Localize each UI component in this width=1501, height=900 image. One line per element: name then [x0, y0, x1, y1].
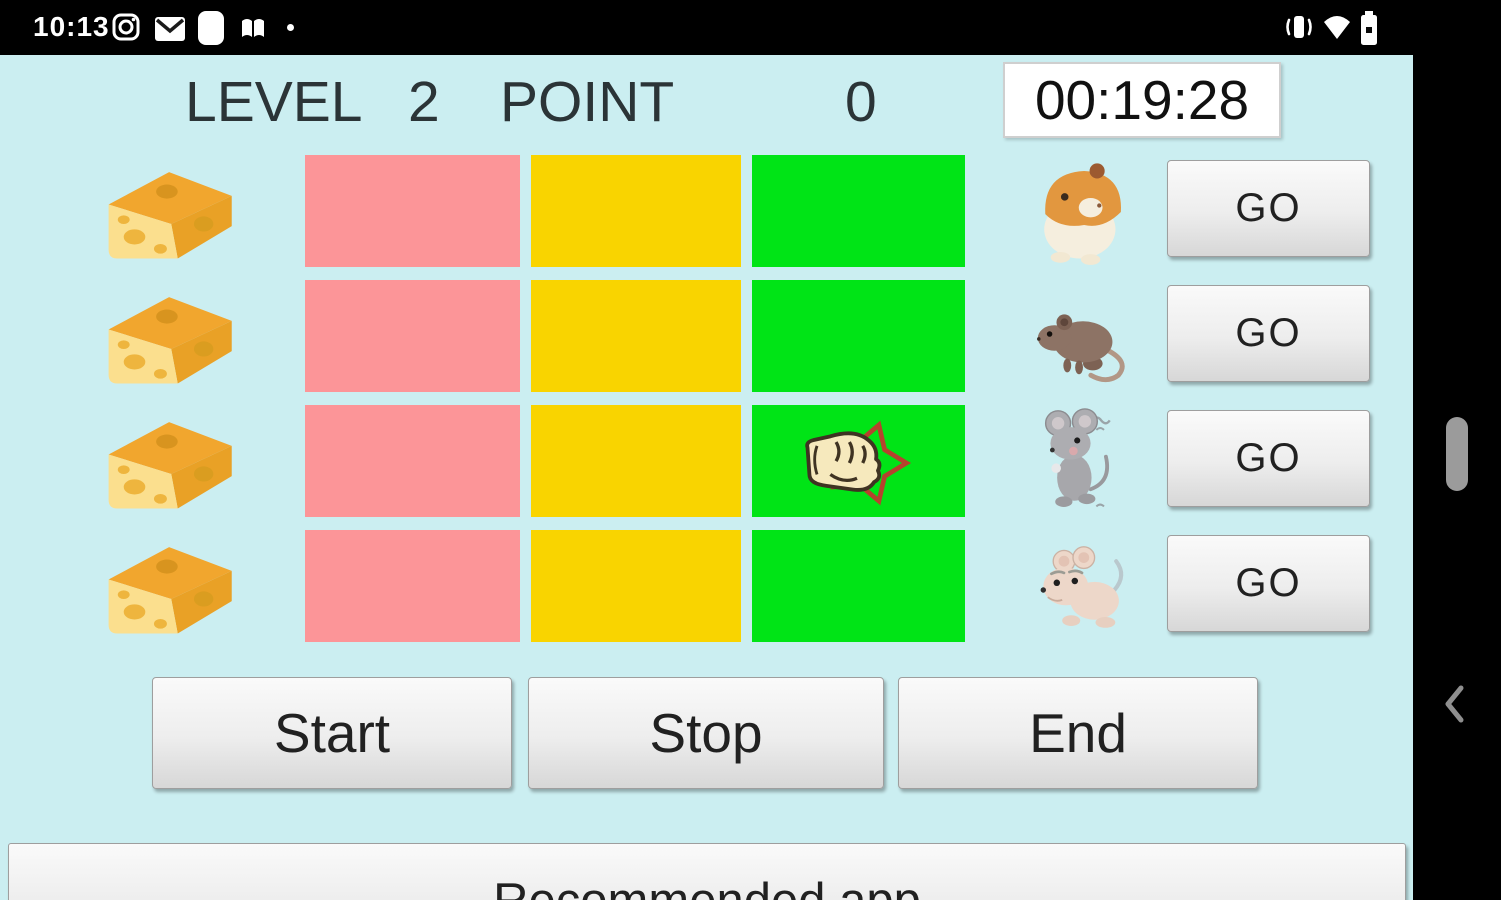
notification-dot [287, 24, 294, 31]
board-row: GO [0, 530, 1413, 642]
level-value: 2 [408, 70, 440, 134]
clock: 10:13 [33, 11, 110, 42]
board-row: GO [0, 155, 1413, 267]
blank-app-icon [198, 11, 224, 45]
cell-pink[interactable] [305, 280, 520, 392]
go-button[interactable]: GO [1167, 160, 1370, 257]
cell-pink[interactable] [305, 155, 520, 267]
recommended-app-button[interactable]: Recommended app [8, 843, 1406, 900]
vibrate-icon [1286, 16, 1312, 38]
go-button[interactable]: GO [1167, 410, 1370, 507]
cell-pink[interactable] [305, 405, 520, 517]
cheese-icon [68, 282, 268, 390]
pink-mouse-icon [1028, 542, 1136, 638]
cheese-icon [68, 407, 268, 515]
board-row: GO [0, 280, 1413, 392]
point-label: POINT [500, 70, 675, 134]
cell-yellow[interactable] [531, 530, 741, 642]
cell-yellow[interactable] [531, 405, 741, 517]
stop-button[interactable]: Stop [528, 677, 884, 789]
gmail-icon [155, 17, 185, 41]
scroll-handle[interactable] [1446, 417, 1468, 491]
punch-icon [798, 415, 916, 511]
cell-green[interactable] [752, 280, 965, 392]
cell-pink[interactable] [305, 530, 520, 642]
go-button[interactable]: GO [1167, 285, 1370, 382]
board-row: GO [0, 405, 1413, 517]
start-button[interactable]: Start [152, 677, 512, 789]
point-value: 0 [845, 70, 877, 134]
wifi-icon [1324, 16, 1350, 39]
gray-mouse-icon [1028, 407, 1136, 517]
battery-icon [1361, 11, 1377, 45]
go-button[interactable]: GO [1167, 535, 1370, 632]
cell-green[interactable] [752, 405, 965, 517]
rat-icon [1028, 286, 1136, 386]
hamster-icon [1028, 157, 1136, 267]
cell-yellow[interactable] [531, 280, 741, 392]
status-bar: 10:13 [0, 0, 1501, 55]
game-screen: LEVEL 2 POINT 0 00:19:28 GO GO GO [0, 55, 1413, 900]
system-side-bar [1413, 0, 1501, 900]
end-button[interactable]: End [898, 677, 1258, 789]
cheese-icon [68, 532, 268, 640]
book-icon [242, 19, 264, 37]
timer-display: 00:19:28 [1003, 62, 1281, 138]
cell-yellow[interactable] [531, 155, 741, 267]
level-label: LEVEL [185, 70, 363, 134]
cell-green[interactable] [752, 530, 965, 642]
instagram-icon [112, 13, 140, 41]
cheese-icon [68, 157, 268, 265]
back-chevron-icon[interactable] [1441, 682, 1469, 726]
cell-green[interactable] [752, 155, 965, 267]
